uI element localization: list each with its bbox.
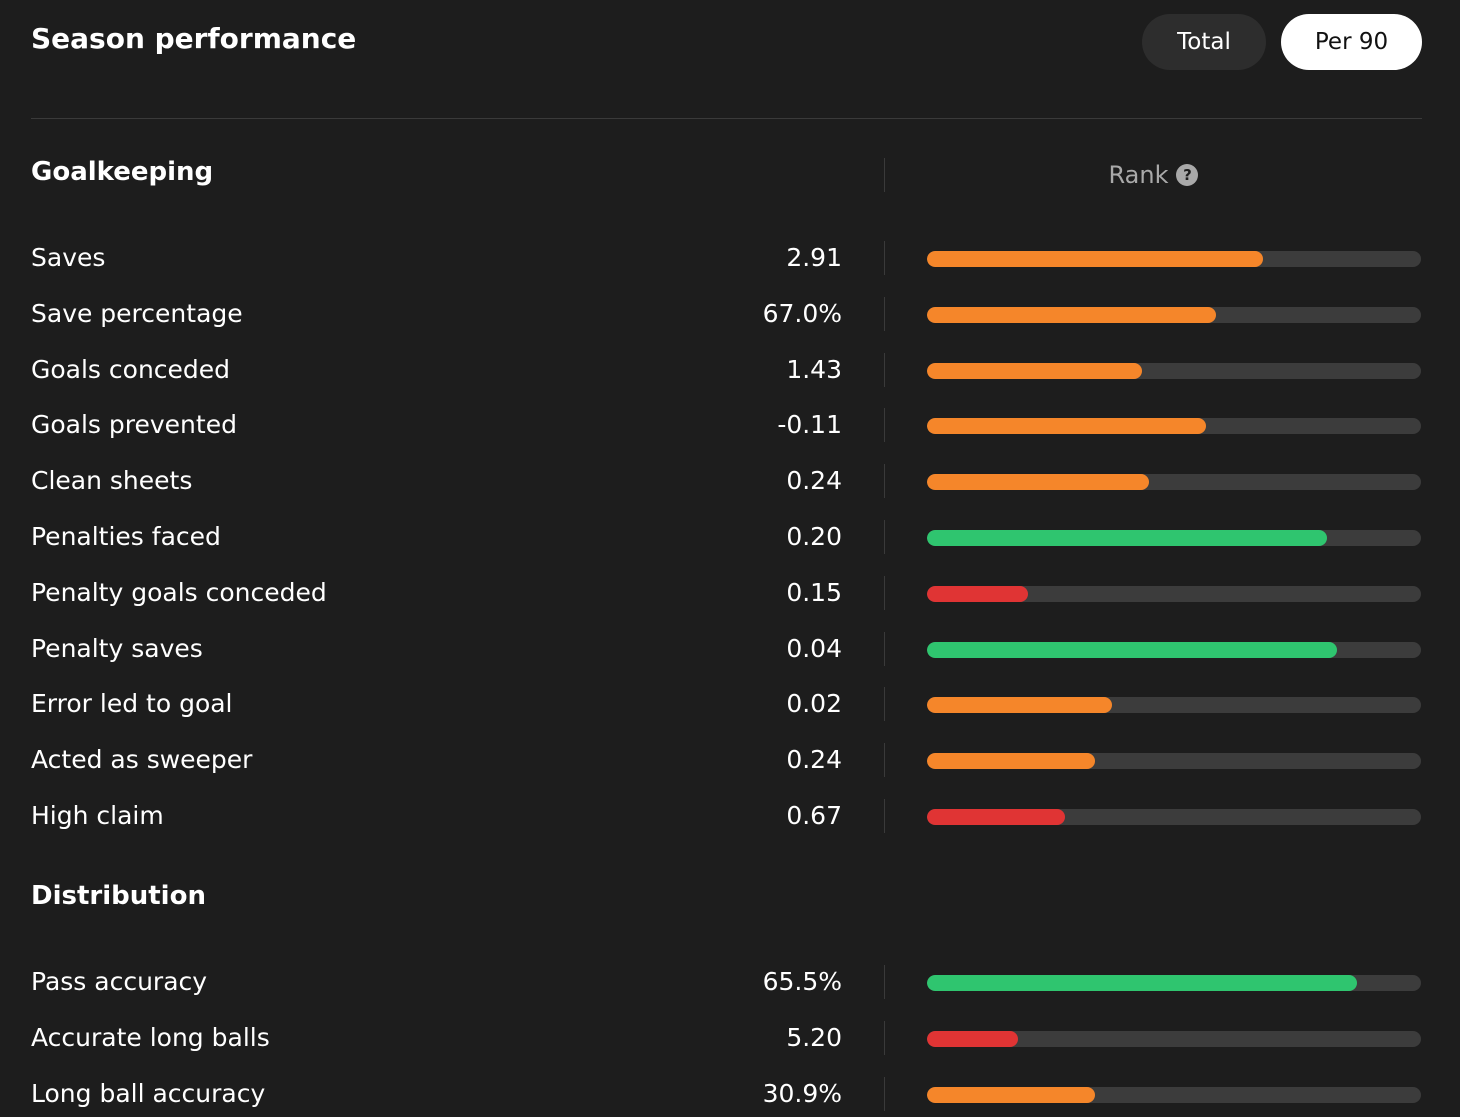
- stat-value: 30.9%: [762, 1078, 842, 1108]
- rank-bar-fill: [927, 1030, 1019, 1047]
- column-divider: [884, 464, 885, 499]
- rank-bar-track: [927, 585, 1421, 602]
- distribution-section-title: Distribution: [31, 881, 206, 911]
- stat-label: Goals prevented: [31, 410, 237, 440]
- stat-value: 1.43: [786, 354, 842, 384]
- column-divider: [884, 687, 885, 722]
- stat-label: High claim: [31, 801, 164, 830]
- stat-value: 67.0%: [762, 298, 842, 328]
- rank-bar-fill: [927, 530, 1328, 546]
- page-title: Season performance: [31, 22, 357, 55]
- stat-value: -0.11: [777, 410, 842, 440]
- stat-row: Error led to goal 0.02: [31, 687, 1422, 722]
- column-divider: [884, 1020, 885, 1055]
- stat-label: Error led to goal: [31, 689, 233, 719]
- stat-label: Clean sheets: [31, 466, 193, 496]
- help-icon[interactable]: ?: [1176, 164, 1199, 186]
- rank-bar-fill: [927, 809, 1066, 825]
- stat-row: Goals conceded 1.43: [31, 352, 1422, 387]
- stat-label: Accurate long balls: [31, 1022, 270, 1052]
- stat-label: Saves: [31, 243, 106, 272]
- stat-value: 2.91: [786, 243, 842, 272]
- rank-bar-track: [927, 530, 1421, 546]
- goalkeeping-section-title: Goalkeeping: [31, 157, 214, 187]
- stat-value: 0.24: [786, 466, 842, 496]
- rank-bar-track: [927, 418, 1421, 435]
- column-divider: [884, 296, 885, 331]
- column-divider: [884, 631, 885, 666]
- per90-toggle-button[interactable]: Per 90: [1281, 14, 1422, 70]
- rank-bar-track: [927, 975, 1421, 991]
- rank-bar-track: [927, 251, 1421, 267]
- stat-row: Acted as sweeper 0.24: [31, 743, 1422, 778]
- rank-bar-track: [927, 809, 1421, 825]
- rank-bar-fill: [927, 585, 1029, 602]
- rank-bar-track: [927, 697, 1421, 714]
- stat-row: Pass accuracy 65.5%: [31, 965, 1422, 999]
- total-toggle-button[interactable]: Total: [1142, 14, 1266, 70]
- stat-row: Accurate long balls 5.20: [31, 1020, 1422, 1055]
- stat-row: Saves 2.91: [31, 241, 1422, 275]
- rank-bar-track: [927, 306, 1421, 323]
- column-divider: [884, 241, 885, 275]
- stat-label: Penalties faced: [31, 522, 221, 551]
- stat-value: 0.04: [786, 633, 842, 663]
- rank-bar-fill: [927, 362, 1142, 379]
- column-divider: [884, 352, 885, 387]
- stat-value: 0.20: [786, 522, 842, 551]
- rank-bar-fill: [927, 306, 1216, 323]
- column-divider: [884, 743, 885, 778]
- stat-label: Acted as sweeper: [31, 745, 253, 775]
- rank-bar-track: [927, 641, 1421, 658]
- stat-value: 5.20: [786, 1022, 842, 1052]
- stat-row: Penalty goals conceded 0.15: [31, 575, 1422, 610]
- rank-bar-track: [927, 474, 1421, 491]
- column-divider: [884, 520, 885, 554]
- rank-bar-track: [927, 753, 1421, 770]
- stat-row: Goals prevented -0.11: [31, 408, 1422, 443]
- rank-bar-fill: [927, 251, 1263, 267]
- rank-bar-track: [927, 362, 1421, 379]
- stat-row: Penalty saves 0.04: [31, 631, 1422, 666]
- column-divider: [884, 965, 885, 999]
- header: Season performance Total Per 90: [31, 0, 1422, 119]
- column-divider: [884, 1076, 885, 1111]
- stat-row: Save percentage 67.0%: [31, 296, 1422, 331]
- rank-bar-fill: [927, 1086, 1095, 1103]
- stat-value: 65.5%: [762, 967, 842, 996]
- rank-bar-fill: [927, 474, 1150, 491]
- stat-value: 0.67: [786, 801, 842, 830]
- stat-label: Long ball accuracy: [31, 1078, 266, 1108]
- rank-bar-fill: [927, 753, 1095, 770]
- stat-row: Clean sheets 0.24: [31, 464, 1422, 499]
- column-divider: [884, 575, 885, 610]
- rank-bar-fill: [927, 418, 1207, 435]
- rank-bar-fill: [927, 975, 1357, 991]
- stat-value: 0.15: [786, 577, 842, 607]
- stat-value: 0.02: [786, 689, 842, 719]
- column-divider: [884, 408, 885, 443]
- stat-label: Penalty goals conceded: [31, 577, 327, 607]
- rank-header: Rank ?: [884, 158, 1422, 192]
- rank-bar-fill: [927, 641, 1338, 658]
- stat-value: 0.24: [786, 745, 842, 775]
- stat-row: High claim 0.67: [31, 799, 1422, 833]
- rank-bar-track: [927, 1086, 1421, 1103]
- stat-row: Penalties faced 0.20: [31, 520, 1422, 554]
- rank-bar-track: [927, 1030, 1421, 1047]
- rank-bar-fill: [927, 697, 1113, 714]
- stat-label: Pass accuracy: [31, 967, 208, 996]
- stat-row: Long ball accuracy 30.9%: [31, 1076, 1422, 1111]
- rank-label: Rank: [1108, 161, 1169, 189]
- stat-label: Goals conceded: [31, 354, 231, 384]
- stat-label: Penalty saves: [31, 633, 203, 663]
- column-divider: [884, 799, 885, 833]
- stat-label: Save percentage: [31, 298, 243, 328]
